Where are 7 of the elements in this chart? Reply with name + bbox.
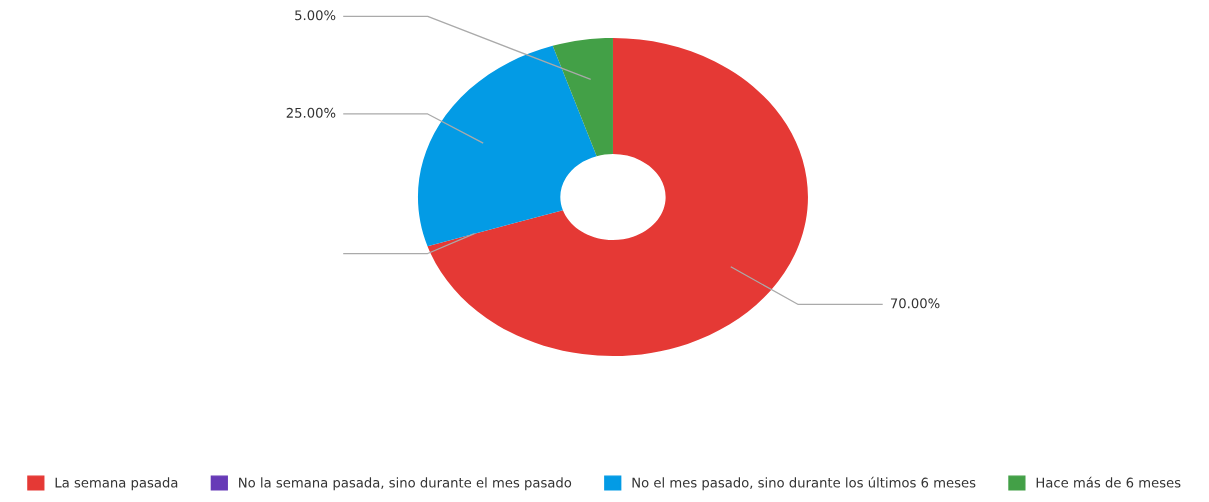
- data-label: 25.00%: [286, 107, 336, 118]
- legend-label: Hace más de 6 meses: [1036, 476, 1181, 488]
- legend-label: No el mes pasado, sino durante los últimos 6 meses: [632, 476, 976, 491]
- data-label: 5.00%: [295, 10, 336, 21]
- data-label: 70.00%: [890, 298, 940, 309]
- legend-label: La semana pasada: [55, 477, 178, 491]
- legend-label: No la semana pasada, sino durante el mes pasado: [239, 477, 572, 491]
